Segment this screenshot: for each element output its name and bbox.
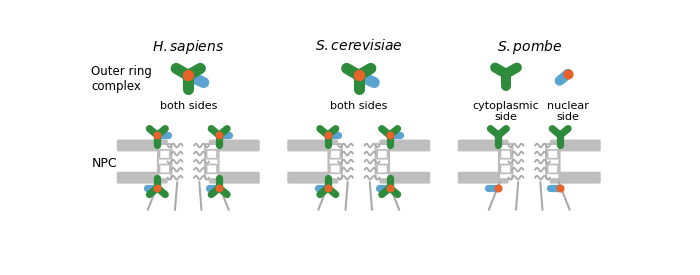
FancyBboxPatch shape	[379, 140, 430, 152]
FancyBboxPatch shape	[500, 150, 511, 159]
Text: $\it{S. cerevisiae}$: $\it{S. cerevisiae}$	[315, 39, 402, 53]
FancyBboxPatch shape	[499, 144, 512, 179]
FancyBboxPatch shape	[500, 164, 511, 173]
FancyBboxPatch shape	[546, 144, 559, 179]
FancyBboxPatch shape	[287, 172, 338, 184]
Text: both sides: both sides	[330, 101, 387, 111]
FancyBboxPatch shape	[117, 172, 168, 184]
FancyBboxPatch shape	[209, 172, 260, 184]
FancyBboxPatch shape	[377, 150, 388, 159]
FancyBboxPatch shape	[550, 172, 601, 184]
FancyBboxPatch shape	[117, 140, 168, 152]
FancyBboxPatch shape	[458, 140, 509, 152]
Text: both sides: both sides	[160, 101, 217, 111]
Text: $\it{S. pombe}$: $\it{S. pombe}$	[496, 39, 562, 56]
FancyBboxPatch shape	[547, 164, 558, 173]
FancyBboxPatch shape	[376, 144, 389, 179]
FancyBboxPatch shape	[158, 144, 172, 179]
FancyBboxPatch shape	[205, 144, 218, 179]
FancyBboxPatch shape	[330, 150, 340, 159]
FancyBboxPatch shape	[160, 164, 170, 173]
FancyBboxPatch shape	[379, 172, 430, 184]
FancyBboxPatch shape	[160, 150, 170, 159]
FancyBboxPatch shape	[330, 164, 340, 173]
Text: Outer ring
complex: Outer ring complex	[92, 65, 153, 93]
FancyBboxPatch shape	[550, 140, 601, 152]
Text: cytoplasmic
side: cytoplasmic side	[473, 101, 540, 122]
FancyBboxPatch shape	[377, 164, 388, 173]
FancyBboxPatch shape	[206, 150, 217, 159]
FancyBboxPatch shape	[458, 172, 509, 184]
Text: $\it{H. sapiens}$: $\it{H. sapiens}$	[152, 39, 225, 56]
Text: nuclear
side: nuclear side	[547, 101, 589, 122]
FancyBboxPatch shape	[547, 150, 558, 159]
FancyBboxPatch shape	[287, 140, 338, 152]
FancyBboxPatch shape	[209, 140, 260, 152]
FancyBboxPatch shape	[206, 164, 217, 173]
FancyBboxPatch shape	[328, 144, 342, 179]
Text: NPC: NPC	[92, 157, 117, 170]
